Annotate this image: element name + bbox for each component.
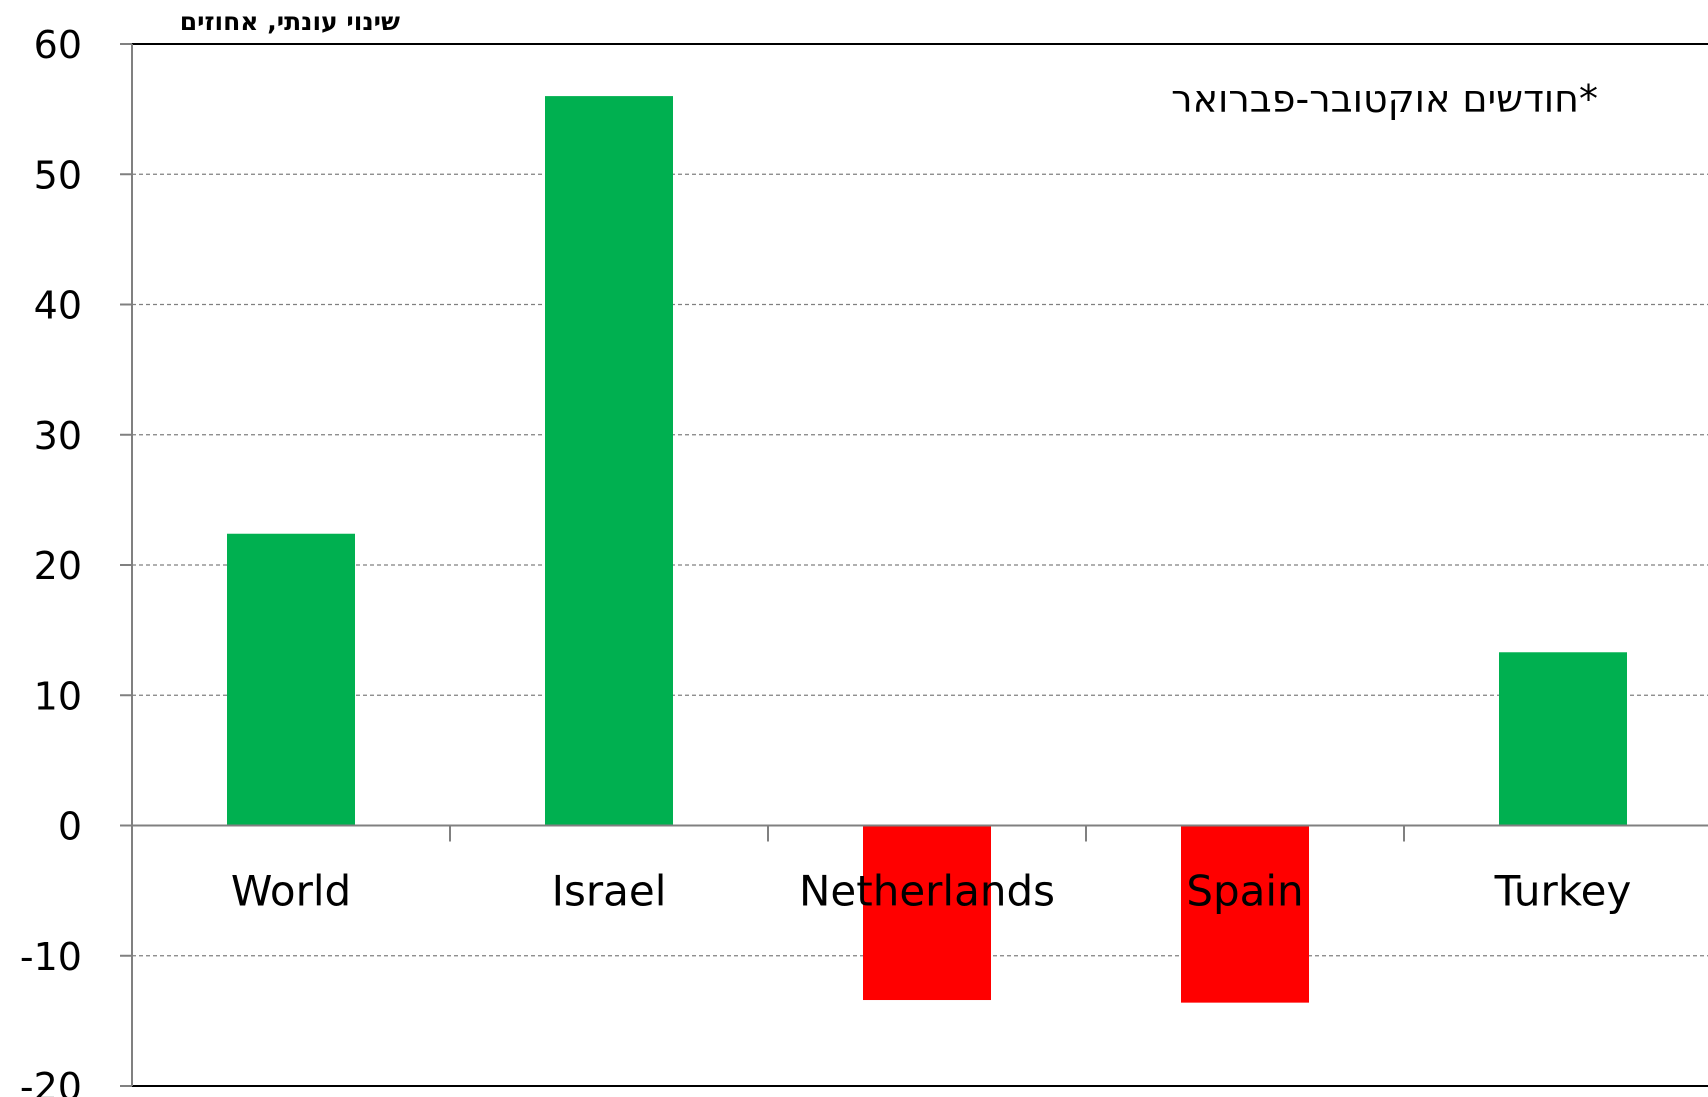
bars xyxy=(227,96,1627,1003)
y-tick-label: 60 xyxy=(34,23,82,67)
bar xyxy=(1499,652,1627,826)
axes xyxy=(120,43,1708,1087)
y-tick-label: 0 xyxy=(58,805,82,849)
y-tick-label: -20 xyxy=(20,1065,82,1097)
y-tick-labels: 60 50 40 30 20 10 0 -10 -20 xyxy=(20,23,82,1097)
y-tick-label: 20 xyxy=(34,544,82,588)
category-label: Turkey xyxy=(1494,867,1632,916)
y-tick-label: 50 xyxy=(34,153,82,197)
category-label: World xyxy=(231,867,351,916)
chart-annotation: *חודשים אוקטובר-פברואר xyxy=(1171,77,1598,121)
bar xyxy=(545,96,673,826)
category-label: Israel xyxy=(552,867,667,916)
bar xyxy=(227,533,355,826)
category-label: Netherlands xyxy=(799,867,1055,916)
y-tick-label: -10 xyxy=(20,935,82,979)
bar xyxy=(863,825,991,1001)
y-axis-label: שינוי עונתי, אחוזים xyxy=(180,7,400,36)
category-label: Spain xyxy=(1186,867,1303,916)
y-tick-label: 10 xyxy=(34,674,82,718)
y-tick-label: 40 xyxy=(34,284,82,328)
category-labels: World Israel Netherlands Spain Turkey xyxy=(231,867,1632,916)
bar xyxy=(1181,825,1309,1003)
y-tick-label: 30 xyxy=(34,414,82,458)
